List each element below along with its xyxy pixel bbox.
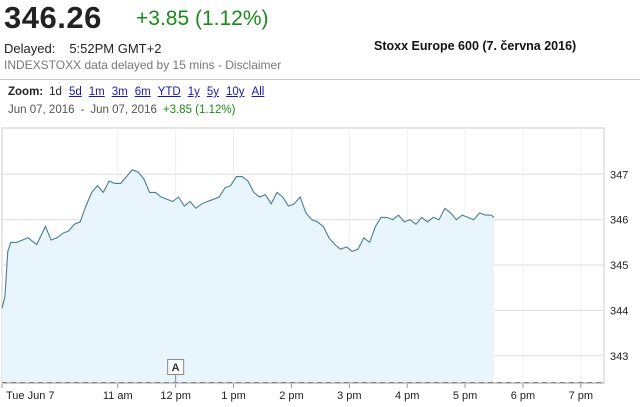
delayed-time: 5:52PM GMT+2 (69, 41, 162, 56)
zoom-option-5d[interactable]: 5d (68, 86, 82, 98)
zoom-option-3m[interactable]: 3m (111, 86, 128, 98)
zoom-bar: Zoom: 1d 5d 1m 3m 6m YTD 1y 5y 10y All (8, 86, 271, 98)
delayed-label: Delayed: (4, 41, 56, 56)
x-tick-label: 5 pm (453, 390, 477, 402)
price-series-line (1, 169, 495, 309)
price-area-fill (2, 169, 494, 383)
range-end: Jun 07, 2016 (90, 104, 157, 116)
chart-caption: Stoxx Europe 600 (7. června 2016) (374, 39, 577, 53)
zoom-option-6m[interactable]: 6m (134, 86, 151, 98)
zoom-option-all[interactable]: All (251, 86, 265, 98)
zoom-option-ytd[interactable]: YTD (157, 86, 181, 98)
zoom-option-1m[interactable]: 1m (88, 86, 105, 98)
x-tick-label: 4 pm (395, 390, 419, 402)
zoom-option-10y[interactable]: 10y (226, 86, 245, 98)
zoom-option-5y[interactable]: 5y (206, 86, 219, 98)
x-tick-label: Tue Jun 7 (6, 390, 55, 402)
zoom-option-1y[interactable]: 1y (187, 86, 200, 98)
y-tick-label: 343 (610, 351, 628, 363)
zoom-label: Zoom: (8, 86, 44, 98)
y-tick-label: 346 (610, 215, 628, 227)
chart-panel: Zoom: 1d 5d 1m 3m 6m YTD 1y 5y 10y All Jun 07, 201… (0, 79, 640, 407)
x-tick-label: 7 pm (569, 390, 593, 402)
range-change: +3.85 (1.12%) (162, 104, 236, 116)
x-tick-label: 12 pm (160, 390, 191, 402)
y-tick-label: 347 (610, 169, 628, 181)
x-tick-label: 6 pm (511, 390, 535, 402)
data-source-note: INDEXSTOXX data delayed by 15 mins - Dis… (4, 58, 282, 72)
zoom-option-1d[interactable]: 1d (49, 86, 62, 98)
annotation-label: A (172, 362, 180, 374)
y-tick-label: 345 (610, 260, 628, 272)
delayed-status: Delayed: 5:52PM GMT+2 (4, 41, 161, 56)
range-start: Jun 07, 2016 (8, 104, 75, 116)
date-range: Jun 07, 2016- Jun 07, 2016 +3.85 (1.12%) (8, 104, 235, 116)
quote-change: +3.85 (1.12%) (136, 7, 269, 30)
x-tick-label: 2 pm (279, 390, 303, 402)
x-tick-label: 11 am (103, 390, 133, 402)
quote-price: 346.26 (4, 0, 102, 35)
x-tick-label: 3 pm (337, 390, 361, 402)
y-tick-label: 344 (610, 305, 628, 317)
range-separator: - (80, 104, 85, 116)
x-tick-label: 1 pm (221, 390, 245, 402)
